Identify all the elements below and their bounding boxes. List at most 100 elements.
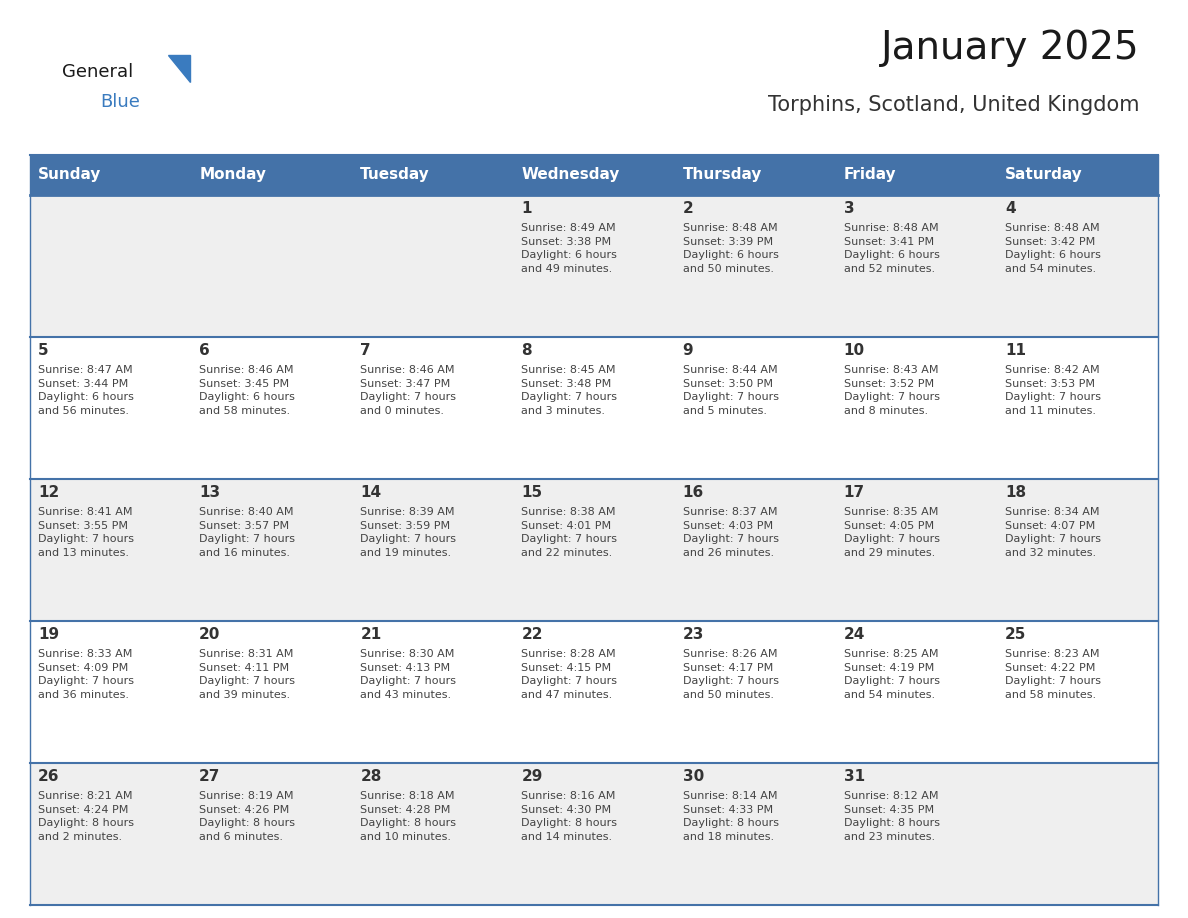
Text: 5: 5 <box>38 343 49 358</box>
Text: 3: 3 <box>843 201 854 216</box>
Text: Sunrise: 8:42 AM
Sunset: 3:53 PM
Daylight: 7 hours
and 11 minutes.: Sunrise: 8:42 AM Sunset: 3:53 PM Dayligh… <box>1005 365 1101 416</box>
Bar <box>997 195 1158 337</box>
Bar <box>30 621 191 763</box>
Text: Sunrise: 8:44 AM
Sunset: 3:50 PM
Daylight: 7 hours
and 5 minutes.: Sunrise: 8:44 AM Sunset: 3:50 PM Dayligh… <box>683 365 778 416</box>
Bar <box>997 763 1158 905</box>
Bar <box>513 155 675 195</box>
Bar <box>513 763 675 905</box>
Bar <box>191 337 353 479</box>
Text: 11: 11 <box>1005 343 1026 358</box>
Bar <box>835 621 997 763</box>
Text: 2: 2 <box>683 201 694 216</box>
Bar <box>353 337 513 479</box>
Bar <box>675 479 835 621</box>
Text: Sunrise: 8:30 AM
Sunset: 4:13 PM
Daylight: 7 hours
and 43 minutes.: Sunrise: 8:30 AM Sunset: 4:13 PM Dayligh… <box>360 649 456 700</box>
Text: Sunrise: 8:49 AM
Sunset: 3:38 PM
Daylight: 6 hours
and 49 minutes.: Sunrise: 8:49 AM Sunset: 3:38 PM Dayligh… <box>522 223 618 274</box>
Text: Monday: Monday <box>200 167 266 183</box>
Bar <box>30 479 191 621</box>
Text: Saturday: Saturday <box>1005 167 1082 183</box>
Text: Sunrise: 8:21 AM
Sunset: 4:24 PM
Daylight: 8 hours
and 2 minutes.: Sunrise: 8:21 AM Sunset: 4:24 PM Dayligh… <box>38 791 134 842</box>
Text: Sunrise: 8:19 AM
Sunset: 4:26 PM
Daylight: 8 hours
and 6 minutes.: Sunrise: 8:19 AM Sunset: 4:26 PM Dayligh… <box>200 791 295 842</box>
Text: Sunrise: 8:46 AM
Sunset: 3:47 PM
Daylight: 7 hours
and 0 minutes.: Sunrise: 8:46 AM Sunset: 3:47 PM Dayligh… <box>360 365 456 416</box>
Bar <box>997 155 1158 195</box>
Text: Torphins, Scotland, United Kingdom: Torphins, Scotland, United Kingdom <box>769 95 1140 115</box>
Text: 26: 26 <box>38 769 59 784</box>
Bar <box>675 763 835 905</box>
Text: 10: 10 <box>843 343 865 358</box>
Bar <box>191 479 353 621</box>
Text: Sunrise: 8:48 AM
Sunset: 3:41 PM
Daylight: 6 hours
and 52 minutes.: Sunrise: 8:48 AM Sunset: 3:41 PM Dayligh… <box>843 223 940 274</box>
Bar <box>513 337 675 479</box>
Text: Sunrise: 8:23 AM
Sunset: 4:22 PM
Daylight: 7 hours
and 58 minutes.: Sunrise: 8:23 AM Sunset: 4:22 PM Dayligh… <box>1005 649 1101 700</box>
Text: 24: 24 <box>843 627 865 642</box>
Text: 9: 9 <box>683 343 693 358</box>
Text: Sunrise: 8:12 AM
Sunset: 4:35 PM
Daylight: 8 hours
and 23 minutes.: Sunrise: 8:12 AM Sunset: 4:35 PM Dayligh… <box>843 791 940 842</box>
Text: Sunday: Sunday <box>38 167 101 183</box>
Text: 22: 22 <box>522 627 543 642</box>
Text: Sunrise: 8:48 AM
Sunset: 3:39 PM
Daylight: 6 hours
and 50 minutes.: Sunrise: 8:48 AM Sunset: 3:39 PM Dayligh… <box>683 223 778 274</box>
Text: Sunrise: 8:38 AM
Sunset: 4:01 PM
Daylight: 7 hours
and 22 minutes.: Sunrise: 8:38 AM Sunset: 4:01 PM Dayligh… <box>522 507 618 558</box>
Text: 14: 14 <box>360 485 381 500</box>
Text: Sunrise: 8:41 AM
Sunset: 3:55 PM
Daylight: 7 hours
and 13 minutes.: Sunrise: 8:41 AM Sunset: 3:55 PM Dayligh… <box>38 507 134 558</box>
Text: 7: 7 <box>360 343 371 358</box>
Text: 16: 16 <box>683 485 703 500</box>
Text: 6: 6 <box>200 343 210 358</box>
Text: Sunrise: 8:33 AM
Sunset: 4:09 PM
Daylight: 7 hours
and 36 minutes.: Sunrise: 8:33 AM Sunset: 4:09 PM Dayligh… <box>38 649 134 700</box>
Text: Sunrise: 8:28 AM
Sunset: 4:15 PM
Daylight: 7 hours
and 47 minutes.: Sunrise: 8:28 AM Sunset: 4:15 PM Dayligh… <box>522 649 618 700</box>
Bar <box>353 621 513 763</box>
Bar <box>675 337 835 479</box>
Text: 4: 4 <box>1005 201 1016 216</box>
Text: Sunrise: 8:46 AM
Sunset: 3:45 PM
Daylight: 6 hours
and 58 minutes.: Sunrise: 8:46 AM Sunset: 3:45 PM Dayligh… <box>200 365 295 416</box>
Bar <box>30 337 191 479</box>
Text: Sunrise: 8:31 AM
Sunset: 4:11 PM
Daylight: 7 hours
and 39 minutes.: Sunrise: 8:31 AM Sunset: 4:11 PM Dayligh… <box>200 649 295 700</box>
Text: 8: 8 <box>522 343 532 358</box>
Text: 18: 18 <box>1005 485 1026 500</box>
Bar <box>513 195 675 337</box>
Text: 13: 13 <box>200 485 220 500</box>
Text: Sunrise: 8:40 AM
Sunset: 3:57 PM
Daylight: 7 hours
and 16 minutes.: Sunrise: 8:40 AM Sunset: 3:57 PM Dayligh… <box>200 507 295 558</box>
Text: 23: 23 <box>683 627 704 642</box>
Bar <box>675 155 835 195</box>
Bar <box>191 195 353 337</box>
Text: Sunrise: 8:37 AM
Sunset: 4:03 PM
Daylight: 7 hours
and 26 minutes.: Sunrise: 8:37 AM Sunset: 4:03 PM Dayligh… <box>683 507 778 558</box>
Bar <box>997 621 1158 763</box>
Bar <box>675 195 835 337</box>
Bar <box>997 337 1158 479</box>
Bar <box>353 763 513 905</box>
Text: 31: 31 <box>843 769 865 784</box>
Bar <box>675 621 835 763</box>
Text: 28: 28 <box>360 769 381 784</box>
Text: Sunrise: 8:14 AM
Sunset: 4:33 PM
Daylight: 8 hours
and 18 minutes.: Sunrise: 8:14 AM Sunset: 4:33 PM Dayligh… <box>683 791 778 842</box>
Bar <box>30 763 191 905</box>
Text: Sunrise: 8:18 AM
Sunset: 4:28 PM
Daylight: 8 hours
and 10 minutes.: Sunrise: 8:18 AM Sunset: 4:28 PM Dayligh… <box>360 791 456 842</box>
Text: 25: 25 <box>1005 627 1026 642</box>
Text: Sunrise: 8:26 AM
Sunset: 4:17 PM
Daylight: 7 hours
and 50 minutes.: Sunrise: 8:26 AM Sunset: 4:17 PM Dayligh… <box>683 649 778 700</box>
Text: Blue: Blue <box>100 93 140 111</box>
Text: Tuesday: Tuesday <box>360 167 430 183</box>
Text: Sunrise: 8:39 AM
Sunset: 3:59 PM
Daylight: 7 hours
and 19 minutes.: Sunrise: 8:39 AM Sunset: 3:59 PM Dayligh… <box>360 507 456 558</box>
Bar <box>835 155 997 195</box>
Bar <box>191 763 353 905</box>
Text: Friday: Friday <box>843 167 896 183</box>
Text: 19: 19 <box>38 627 59 642</box>
Bar <box>997 479 1158 621</box>
Text: 12: 12 <box>38 485 59 500</box>
Text: 29: 29 <box>522 769 543 784</box>
Bar <box>191 155 353 195</box>
Polygon shape <box>168 55 190 82</box>
Text: Sunrise: 8:25 AM
Sunset: 4:19 PM
Daylight: 7 hours
and 54 minutes.: Sunrise: 8:25 AM Sunset: 4:19 PM Dayligh… <box>843 649 940 700</box>
Bar <box>835 337 997 479</box>
Bar <box>30 155 191 195</box>
Bar <box>353 155 513 195</box>
Text: Sunrise: 8:34 AM
Sunset: 4:07 PM
Daylight: 7 hours
and 32 minutes.: Sunrise: 8:34 AM Sunset: 4:07 PM Dayligh… <box>1005 507 1101 558</box>
Text: Sunrise: 8:48 AM
Sunset: 3:42 PM
Daylight: 6 hours
and 54 minutes.: Sunrise: 8:48 AM Sunset: 3:42 PM Dayligh… <box>1005 223 1101 274</box>
Bar <box>30 195 191 337</box>
Text: 20: 20 <box>200 627 221 642</box>
Text: Thursday: Thursday <box>683 167 762 183</box>
Bar <box>835 479 997 621</box>
Bar <box>513 479 675 621</box>
Text: 17: 17 <box>843 485 865 500</box>
Text: Sunrise: 8:35 AM
Sunset: 4:05 PM
Daylight: 7 hours
and 29 minutes.: Sunrise: 8:35 AM Sunset: 4:05 PM Dayligh… <box>843 507 940 558</box>
Bar <box>513 621 675 763</box>
Text: 1: 1 <box>522 201 532 216</box>
